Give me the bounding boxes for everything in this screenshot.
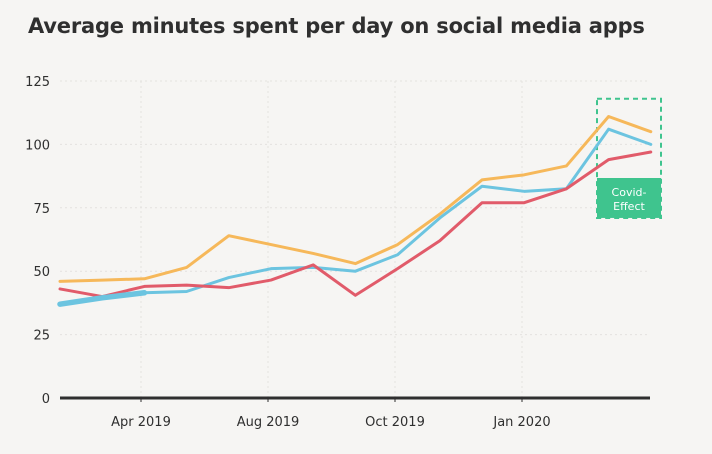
x-tick-label: Apr 2019 [111,415,171,430]
y-tick-label: 100 [25,138,50,153]
series-line-2 [58,127,653,306]
y-tick-label: 25 [33,329,50,344]
y-tick-label: 50 [33,265,50,280]
x-tick-label: Aug 2019 [237,415,300,430]
covid-highlight-box [596,97,662,219]
chart-title: Average minutes spent per day on social … [28,14,645,38]
x-tick-label: Jan 2020 [492,415,550,430]
covid-effect-label: Covid- [612,186,647,199]
series-line-3 [58,150,653,299]
series-line-1 [58,115,653,283]
x-tick-label: Oct 2019 [365,415,425,430]
y-tick-label: 75 [33,202,50,217]
y-tick-label: 125 [25,75,50,90]
y-tick-label: 0 [42,392,50,407]
series-2-highlight-segment [57,290,148,307]
covid-effect-badge [597,178,661,218]
covid-effect-label: Effect [613,200,645,213]
